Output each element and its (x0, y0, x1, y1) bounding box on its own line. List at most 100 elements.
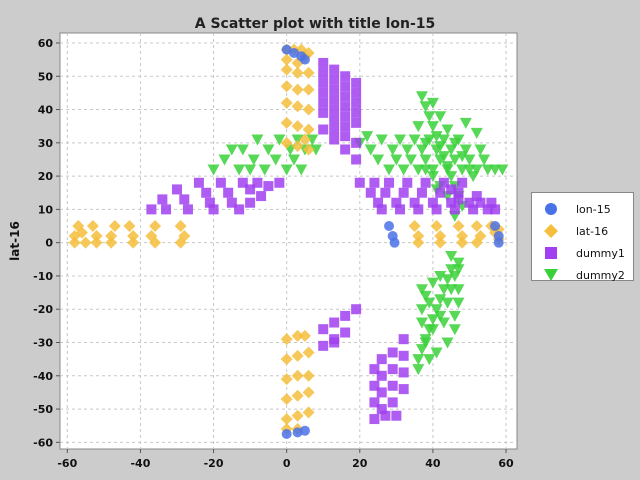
data-point (340, 101, 351, 112)
data-point (419, 337, 432, 349)
data-point (434, 310, 447, 322)
data-point (408, 220, 421, 233)
data-point (372, 154, 385, 166)
data-point (225, 144, 238, 156)
data-point (351, 137, 362, 148)
data-point (380, 187, 391, 198)
data-point (280, 373, 293, 386)
data-point (369, 177, 380, 188)
y-tick-label: -40 (33, 370, 53, 383)
data-point (340, 121, 351, 132)
data-point (351, 97, 362, 108)
circle-icon (545, 203, 557, 215)
data-point (401, 144, 414, 156)
data-point (437, 317, 450, 329)
y-tick-label: 20 (38, 170, 54, 183)
data-point (340, 144, 351, 155)
data-point (471, 191, 482, 202)
data-point (218, 154, 231, 166)
data-point (434, 141, 447, 153)
data-point (244, 164, 257, 176)
data-point (179, 194, 190, 205)
data-point (351, 304, 362, 315)
data-point (448, 324, 461, 336)
data-point (434, 230, 447, 243)
data-point (419, 154, 432, 166)
series-lon-15 (281, 44, 504, 440)
data-point (171, 184, 182, 195)
data-point (365, 187, 376, 198)
data-point (291, 349, 304, 362)
data-point (369, 364, 380, 375)
plot-area (59, 32, 518, 450)
data-point (291, 369, 304, 382)
data-point (420, 177, 431, 188)
data-point (448, 154, 461, 166)
data-point (340, 131, 351, 142)
data-point (223, 187, 234, 198)
data-point (329, 74, 340, 85)
data-point (291, 66, 304, 79)
data-point (376, 204, 387, 215)
data-point (397, 164, 410, 176)
data-point (457, 177, 468, 188)
data-point (295, 164, 308, 176)
data-point (398, 384, 409, 395)
x-tick-label: 40 (425, 457, 441, 470)
data-point (446, 184, 457, 195)
data-point (415, 91, 428, 103)
data-point (423, 297, 436, 309)
data-point (364, 144, 377, 156)
data-point (437, 134, 450, 146)
data-point (302, 103, 315, 116)
data-point (299, 425, 310, 436)
data-point (329, 114, 340, 125)
data-point (329, 104, 340, 115)
data-point (281, 429, 292, 440)
data-point (434, 294, 447, 306)
x-tick-label: -40 (130, 457, 150, 470)
data-point (452, 284, 465, 296)
data-point (329, 64, 340, 75)
legend-item-dummy1: dummy1 (544, 245, 625, 261)
data-point (419, 101, 432, 113)
data-point (398, 334, 409, 345)
legend: lon-15 lat-16 dummy1 dummy2 (531, 192, 634, 282)
data-point (302, 346, 315, 359)
data-point (453, 187, 464, 198)
data-point (387, 347, 398, 358)
data-point (291, 100, 304, 113)
data-point (351, 154, 362, 165)
data-point (247, 154, 260, 166)
series-lat-16 (68, 43, 505, 436)
data-point (415, 317, 428, 329)
data-point (384, 221, 395, 232)
data-point (387, 380, 398, 391)
data-point (404, 154, 417, 166)
data-point (318, 124, 329, 135)
data-point (340, 111, 351, 122)
data-point (423, 354, 436, 366)
data-point (376, 387, 387, 398)
data-point (426, 277, 439, 289)
data-point (482, 204, 493, 215)
data-point (474, 144, 487, 156)
data-point (318, 107, 329, 118)
data-point (302, 143, 315, 156)
legend-label: dummy1 (576, 246, 625, 260)
data-point (437, 151, 450, 163)
y-tick-label: -60 (33, 436, 53, 449)
y-tick-label: -30 (33, 337, 53, 350)
axis-ticks: -60 -40 -20 0 20 40 60 60 50 40 30 20 10 0 -10 -20 -30 -4… (33, 37, 514, 470)
data-point (299, 54, 310, 65)
legend-item-lon-15: lon-15 (544, 201, 611, 217)
y-tick-label: -50 (33, 403, 53, 416)
x-tick-label: -20 (204, 457, 224, 470)
data-point (452, 257, 465, 269)
data-point (427, 197, 438, 208)
data-point (434, 236, 447, 249)
data-point (419, 164, 432, 176)
data-point (412, 121, 425, 133)
data-point (318, 340, 329, 351)
data-point (412, 364, 425, 376)
